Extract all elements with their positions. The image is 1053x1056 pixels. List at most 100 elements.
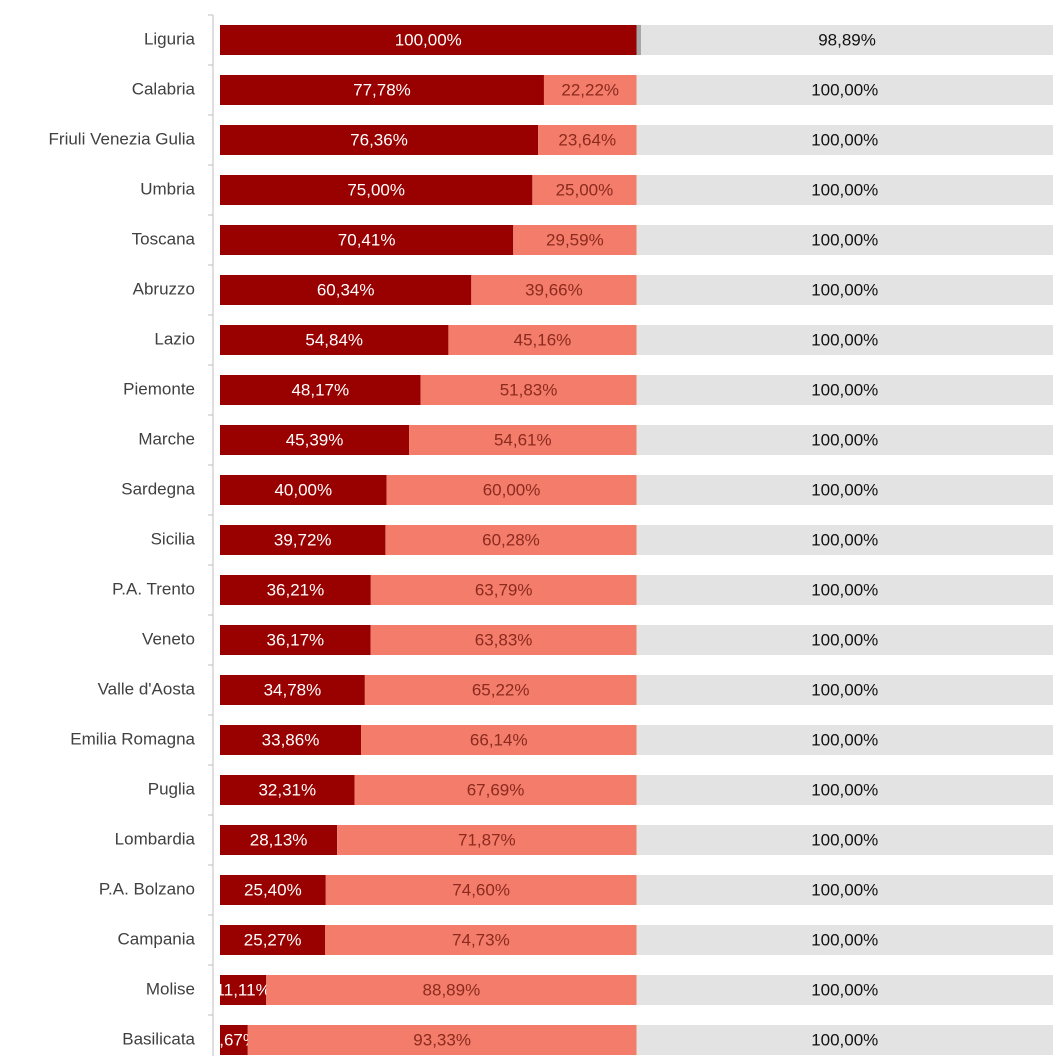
category-label: Toscana [132,229,196,248]
bar-segment [636,925,1053,955]
value-label: 100,00% [811,880,878,899]
bar-segment [636,125,1053,155]
value-label: 34,78% [264,680,322,699]
bar-segment [636,225,1053,255]
value-label: 100,00% [811,730,878,749]
category-label: P.A. Trento [112,579,195,598]
value-label: 77,78% [353,80,411,99]
value-label: 74,60% [452,880,510,899]
bar-segment [220,275,472,305]
value-label: 48,17% [291,380,349,399]
bar-segment [220,525,386,555]
bar-segment [361,725,637,755]
category-label: Campania [118,929,196,948]
value-label: 39,72% [274,530,332,549]
category-label: Puglia [148,779,196,798]
value-label: 75,00% [347,180,405,199]
value-label: 100,00% [811,330,878,349]
value-label: 25,27% [244,930,302,949]
category-label: Valle d'Aosta [98,679,196,698]
bar-segment [636,375,1053,405]
bar-segment [220,225,514,255]
value-label: 11,11% [216,980,271,999]
value-label: 100,00% [811,1030,878,1049]
bar-segment [636,675,1053,705]
value-label: 66,14% [470,730,528,749]
bar-segment [337,825,637,855]
value-label: 54,61% [494,430,552,449]
bar-segment [420,375,637,405]
category-label: Abruzzo [133,279,195,298]
value-label: 100,00% [811,430,878,449]
value-label: 100,00% [811,230,878,249]
value-label: 93,33% [413,1030,471,1049]
value-label: 25,00% [556,180,614,199]
bar-segment [220,125,539,155]
bar-segment [636,275,1053,305]
bar-segment [636,325,1053,355]
bar-segment [636,625,1053,655]
value-label: 63,83% [475,630,533,649]
value-label: 60,34% [317,280,375,299]
bar-segment [636,25,642,55]
value-label: 100,00% [811,580,878,599]
value-label: 100,00% [811,780,878,799]
bar-segment [538,125,637,155]
value-label: 25,40% [244,880,302,899]
category-label: Molise [146,979,195,998]
value-label: 60,00% [483,480,541,499]
bar-segment [325,875,637,905]
bar-segment [220,875,326,905]
value-label: 32,31% [258,780,316,799]
value-label: 100,00% [811,80,878,99]
bar-segment [636,175,1053,205]
category-label: Umbria [140,179,195,198]
value-label: 40,00% [274,480,332,499]
category-label: Lombardia [115,829,196,848]
value-label: 70,41% [338,230,396,249]
category-label: Sardegna [121,479,195,498]
bar-segment [636,475,1053,505]
category-label: Friuli Venezia Gulia [49,129,196,148]
bar-segment [636,525,1053,555]
category-label: Liguria [144,29,196,48]
category-label: Marche [138,429,195,448]
bar-segment [636,575,1053,605]
bar-segment [220,325,449,355]
bar-segment [532,175,637,205]
category-label: Basilicata [122,1029,195,1048]
value-label: 60,28% [482,530,540,549]
value-label: 22,22% [561,80,619,99]
bar-segment [220,675,365,705]
value-label: 33,86% [262,730,320,749]
value-label: 100,00% [811,380,878,399]
value-label: 74,73% [452,930,510,949]
bar-segment [220,75,544,105]
value-label: 100,00% [811,280,878,299]
bar-segment [220,25,637,55]
category-label: Emilia Romagna [70,729,195,748]
bar-segment [370,625,637,655]
bar-segment [220,625,371,655]
value-label: 100,00% [811,630,878,649]
plot-area: 100,00% 98,89% 77,78% 22,22% 100,00% 76,36% 23… [216,25,1053,1055]
bar-segment [409,425,637,455]
bar-segment [636,75,1053,105]
bar-segment [220,725,362,755]
bar-segment [543,75,637,105]
y-axis: Liguria Calabria Friuli Venezia Gulia Umbri… [49,14,214,1056]
value-label: 100,00% [811,530,878,549]
value-label: 98,89% [818,30,876,49]
category-label: Piemonte [123,379,195,398]
bar-segment [364,675,637,705]
value-label: 100,00% [811,980,878,999]
value-label: 100,00% [811,180,878,199]
bar-segment [325,925,637,955]
bar-segment [448,325,637,355]
bar-segment [636,1025,1053,1055]
bar-segment [220,1025,248,1055]
value-label: 63,79% [475,580,533,599]
value-label: 65,22% [472,680,530,699]
